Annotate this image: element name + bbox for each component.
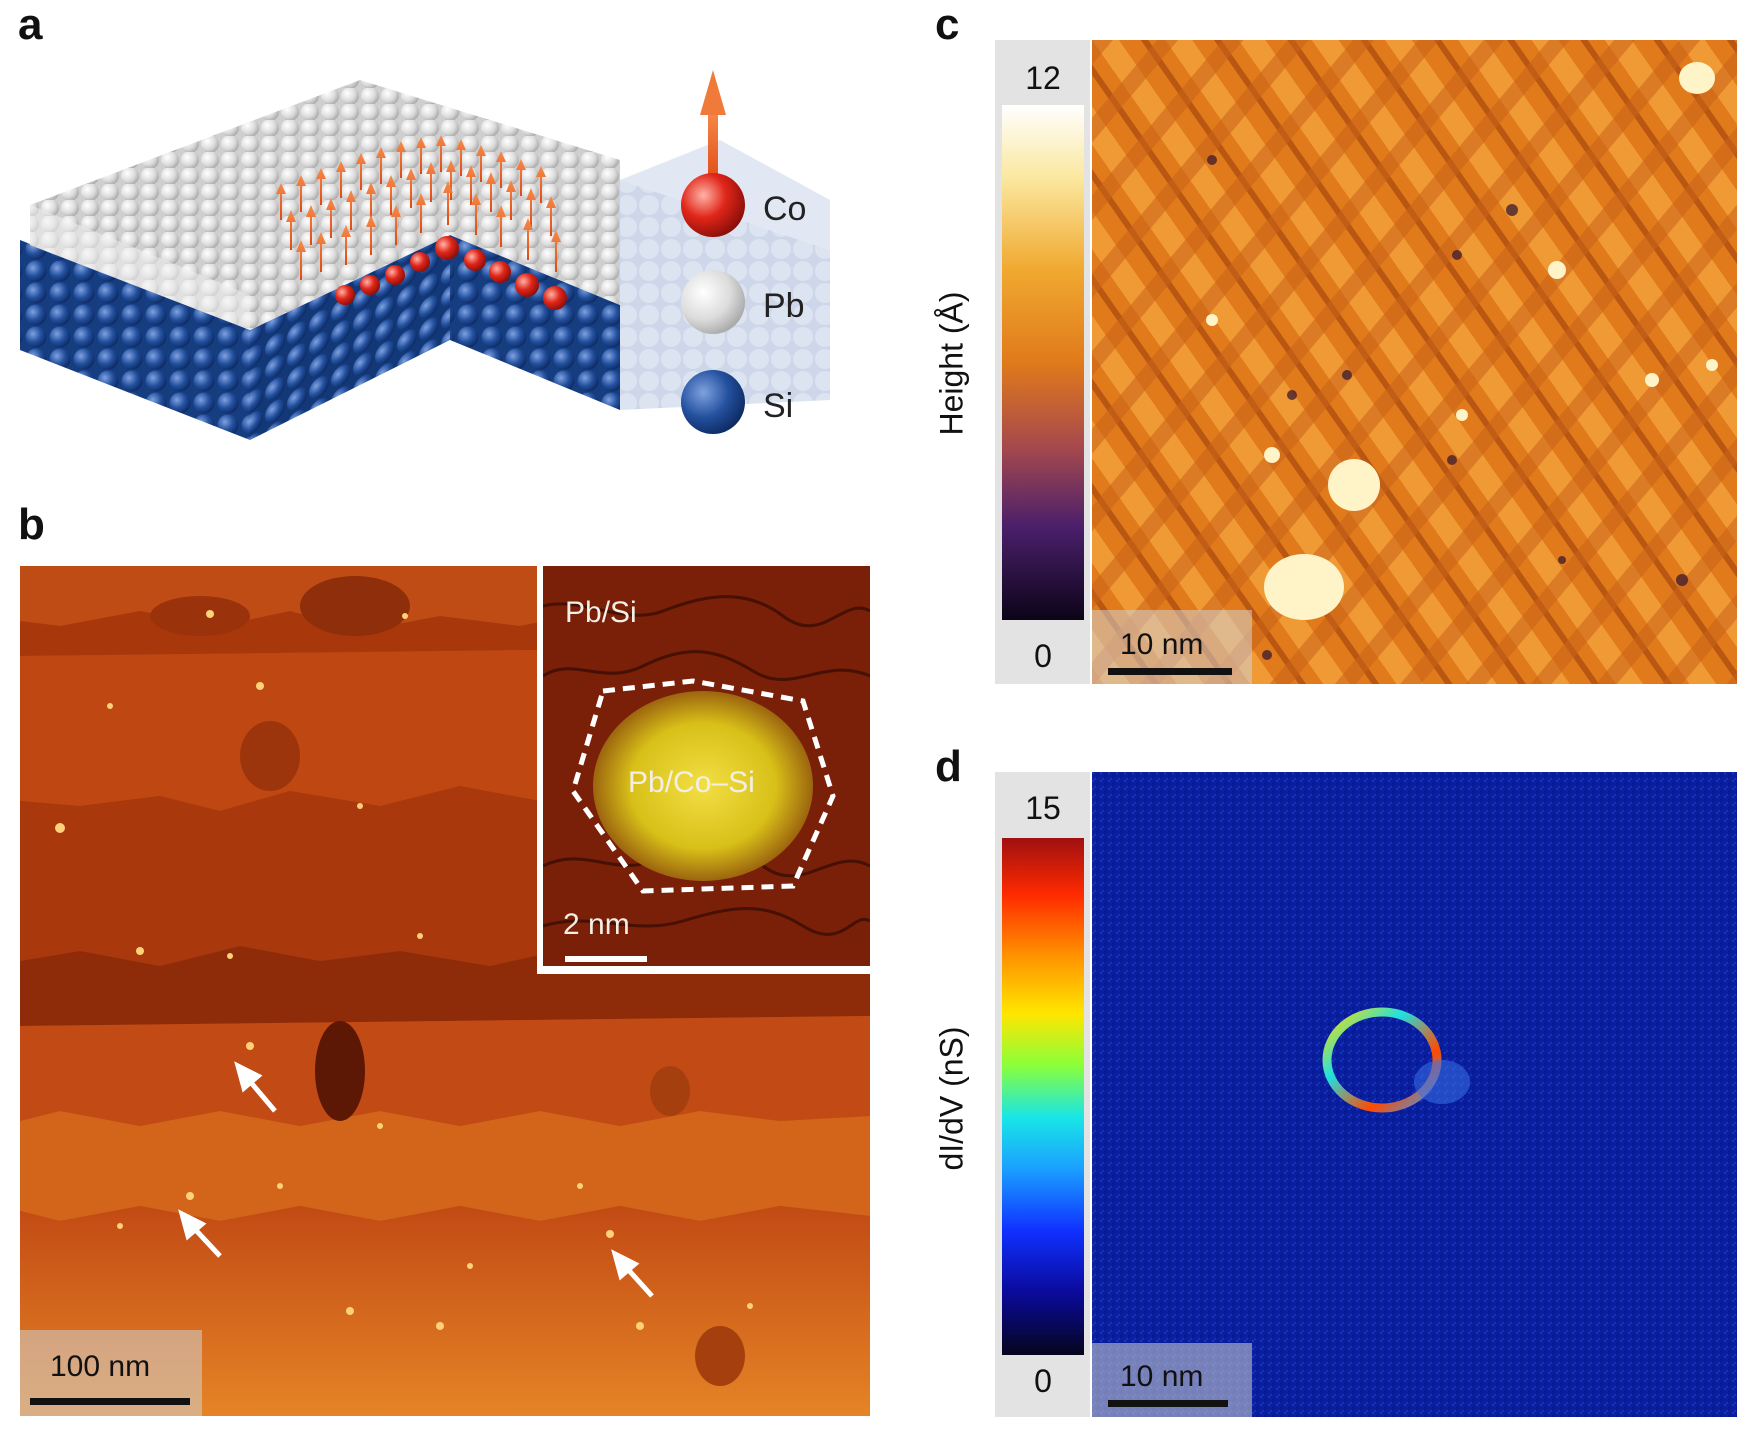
- ring-feature: [1322, 1007, 1442, 1113]
- colorbar-c-label: Height (Å): [933, 291, 970, 436]
- legend-label-si: Si: [763, 387, 794, 425]
- scalebar-label-d: 10 nm: [1120, 1360, 1204, 1393]
- colorbar-d: [1002, 838, 1084, 1355]
- spin-arrows: [276, 135, 561, 280]
- co-atom-icon: [681, 173, 745, 237]
- crystal-model-illustration: [20, 70, 830, 440]
- panel-letter-d: d: [935, 742, 962, 791]
- colorbar-d-min: 0: [1034, 1363, 1052, 1399]
- inset-scalebar-line: [565, 956, 647, 962]
- inset-label-island: Pb/Co–Si: [628, 766, 755, 799]
- inset-scalebar-label: 2 nm: [563, 908, 630, 941]
- island-outline: [570, 678, 836, 894]
- colorbar-c-max: 12: [1025, 60, 1061, 96]
- legend-label-pb: Pb: [763, 287, 805, 325]
- colorbar-c: [1002, 105, 1084, 620]
- co-chain: [335, 236, 567, 310]
- feature-arrows: [178, 1061, 654, 1298]
- didv-map-image: [1092, 772, 1737, 1417]
- colorbar-d-label: dI/dV (nS): [933, 1026, 970, 1171]
- legend-arrow-icon: [700, 70, 726, 185]
- si-atom-icon: [681, 370, 745, 434]
- panel-letter-b: b: [18, 500, 45, 549]
- scalebar-line-b: [30, 1398, 190, 1405]
- inset-label-pb-si: Pb/Si: [565, 596, 637, 629]
- stm-topography-image: [1092, 40, 1737, 684]
- inset-atomic-image: [543, 566, 870, 966]
- legend-label-co: Co: [763, 190, 807, 228]
- colorbar-d-max: 15: [1025, 790, 1061, 826]
- scalebar-label-b: 100 nm: [50, 1350, 151, 1383]
- scalebar-line-d: [1108, 1400, 1228, 1407]
- panel-letter-c: c: [935, 0, 960, 49]
- pb-atom-icon: [681, 270, 745, 334]
- panel-letter-a: a: [18, 0, 43, 49]
- scalebar-line-c: [1108, 668, 1232, 675]
- scalebar-label-c: 10 nm: [1120, 628, 1204, 661]
- colorbar-c-min: 0: [1034, 638, 1052, 674]
